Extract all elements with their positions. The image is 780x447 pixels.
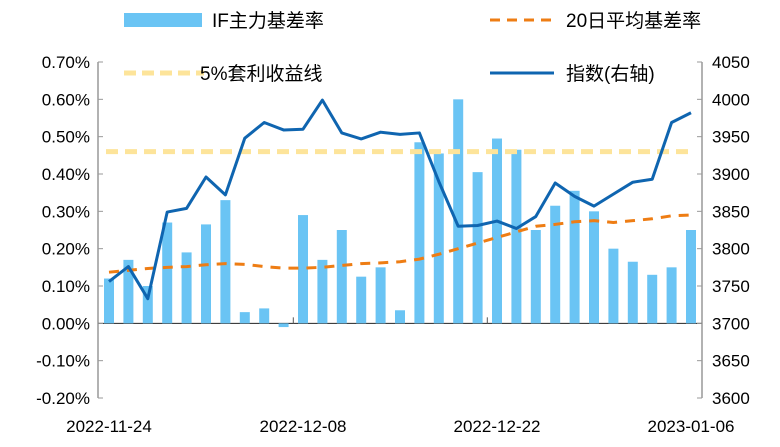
bar-basis-rate: [686, 230, 696, 324]
bar-basis-rate: [375, 267, 386, 324]
bar-basis-rate: [259, 308, 270, 324]
bar-basis-rate: [608, 248, 619, 324]
bar-basis-rate: [104, 278, 114, 324]
left-tick-label: -0.10%: [36, 352, 90, 371]
legend-swatch-bar: [124, 13, 202, 27]
right-tick-label: 3800: [712, 240, 750, 259]
bar-basis-rate: [278, 323, 289, 328]
bar-basis-rate: [569, 190, 580, 324]
left-tick-label: 0.00%: [42, 314, 90, 333]
right-tick-label: 3700: [712, 314, 750, 333]
bar-basis-rate: [317, 259, 328, 324]
bar-basis-rate: [239, 312, 250, 324]
right-tick-label: 3850: [712, 202, 750, 221]
index-line: [108, 98, 692, 301]
avg-20d-line: [108, 213, 692, 274]
left-tick-label: 0.60%: [42, 90, 90, 109]
right-tick-label: 3750: [712, 277, 750, 296]
left-tick-label: -0.20%: [36, 389, 90, 408]
right-tick-label: 3650: [712, 352, 750, 371]
left-tick-label: 0.70%: [42, 53, 90, 72]
right-tick-label: 4050: [712, 53, 750, 72]
right-tick-label: 3950: [712, 128, 750, 147]
legend-label: IF主力基差率: [212, 10, 324, 32]
x-tick-label: 2022-12-08: [260, 417, 347, 436]
bar-basis-rate: [530, 230, 541, 324]
bar-basis-rate: [627, 261, 638, 324]
bar-basis-rate: [414, 142, 425, 324]
left-tick-label: 0.20%: [42, 240, 90, 259]
legend-label: 5%套利收益线: [200, 63, 322, 85]
bar-basis-rate: [550, 205, 561, 324]
bar-basis-rate: [666, 267, 677, 324]
bar-basis-rate: [181, 252, 192, 324]
bar-basis-rate: [433, 153, 444, 324]
bar-basis-rate: [589, 211, 599, 324]
bar-basis-rate: [142, 286, 153, 324]
left-tick-label: 0.40%: [42, 165, 90, 184]
right-tick-label: 3900: [712, 165, 750, 184]
bar-basis-rate: [453, 99, 464, 324]
legend-label: 指数(右轴): [566, 63, 655, 85]
legend-label: 20日平均基差率: [566, 10, 701, 32]
bar-basis-rate: [220, 200, 231, 324]
right-tick-label: 3600: [712, 389, 750, 408]
bar-basis-rate: [356, 276, 367, 324]
bar-basis-rate: [162, 222, 173, 324]
bar-basis-rate: [492, 138, 502, 324]
bar-basis-rate: [298, 215, 308, 324]
left-tick-label: 0.10%: [42, 277, 90, 296]
bar-basis-rate: [511, 149, 522, 324]
bar-basis-rate: [472, 172, 483, 324]
left-tick-label: 0.30%: [42, 202, 90, 221]
bar-basis-rate: [395, 310, 405, 324]
x-tick-label: 2022-11-24: [66, 417, 152, 436]
bar-basis-rate: [123, 259, 134, 324]
bar-basis-rate: [647, 274, 658, 324]
x-tick-label: 2023-01-06: [648, 417, 735, 436]
right-tick-label: 4000: [712, 90, 750, 109]
bar-basis-rate: [336, 230, 347, 324]
bar-basis-rate: [201, 224, 211, 324]
left-tick-label: 0.50%: [42, 128, 90, 147]
x-tick-label: 2022-12-22: [454, 417, 541, 436]
